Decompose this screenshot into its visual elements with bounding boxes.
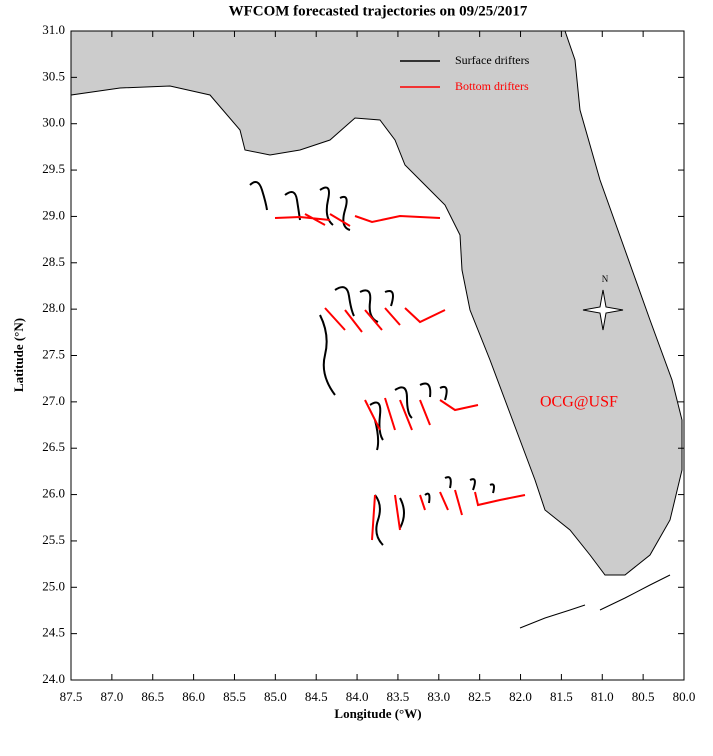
y-tick-label: 30.0 (42, 115, 65, 130)
compass: N (582, 274, 624, 331)
y-tick-label: 27.5 (42, 346, 65, 361)
y-tick-label: 29.5 (42, 161, 65, 176)
y-tick-label: 31.0 (42, 22, 65, 37)
legend-label: Surface drifters (455, 53, 530, 67)
x-tick-label: 81.5 (550, 689, 573, 704)
y-tick-label: 24.5 (42, 625, 65, 640)
y-tick-label: 28.5 (42, 254, 65, 269)
x-tick-label: 80.0 (673, 689, 696, 704)
y-tick-label: 30.5 (42, 68, 65, 83)
keys (519, 574, 671, 629)
y-tick-label: 25.0 (42, 578, 65, 593)
y-tick-label: 24.0 (42, 671, 65, 686)
x-tick-label: 85.5 (223, 689, 246, 704)
x-tick-label: 84.0 (346, 689, 369, 704)
florida-land (70, 30, 683, 576)
y-tick-label: 27.0 (42, 393, 65, 408)
x-tick-label: 82.5 (468, 689, 491, 704)
y-axis-label: Latitude (°N) (11, 318, 26, 392)
annotation: OCG@USF (540, 394, 618, 411)
y-tick-label: 29.0 (42, 207, 65, 222)
compass-label: N (602, 274, 609, 284)
x-tick-label: 84.5 (305, 689, 328, 704)
y-tick-label: 25.5 (42, 532, 65, 547)
x-tick-label: 83.0 (427, 689, 450, 704)
y-tick-label: 26.5 (42, 439, 65, 454)
chart-title: WFCOM forecasted trajectories on 09/25/2… (229, 3, 528, 19)
x-tick-label: 80.5 (632, 689, 655, 704)
x-tick-label: 87.5 (60, 689, 83, 704)
y-tick-label: 26.0 (42, 486, 65, 501)
bottom-tracks (274, 213, 526, 541)
y-tick-label: 28.0 (42, 300, 65, 315)
x-tick-label: 86.5 (141, 689, 164, 704)
x-tick-label: 87.0 (100, 689, 123, 704)
x-tick-label: 86.0 (182, 689, 205, 704)
surface-tracks (249, 180, 495, 546)
land (70, 30, 683, 629)
x-tick-label: 81.0 (591, 689, 614, 704)
x-tick-label: 83.5 (387, 689, 410, 704)
x-tick-label: 85.0 (264, 689, 287, 704)
x-axis-label: Longitude (°W) (334, 706, 421, 721)
legend-label: Bottom drifters (455, 79, 529, 93)
x-tick-label: 82.0 (509, 689, 532, 704)
compass-rose (582, 289, 624, 331)
